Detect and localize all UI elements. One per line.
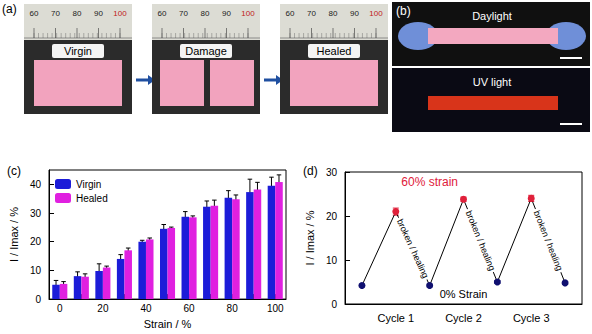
svg-text:(b): (b) (396, 4, 411, 18)
svg-text:60: 60 (158, 9, 167, 18)
svg-text:10: 10 (326, 255, 338, 266)
svg-text:20: 20 (326, 211, 338, 222)
svg-text:60% strain: 60% strain (401, 175, 458, 189)
svg-text:80: 80 (227, 303, 239, 314)
svg-text:I / Imax / %: I / Imax / % (304, 210, 316, 265)
svg-text:100: 100 (113, 9, 127, 18)
svg-text:broken / healing: broken / healing (464, 209, 497, 272)
svg-text:UV light: UV light (473, 76, 512, 88)
svg-text:Healed: Healed (317, 45, 352, 57)
svg-text:70: 70 (51, 9, 60, 18)
svg-text:90: 90 (94, 9, 103, 18)
svg-text:80: 80 (329, 9, 338, 18)
svg-text:60: 60 (286, 9, 295, 18)
svg-text:20: 20 (30, 236, 42, 247)
svg-text:(d): (d) (303, 164, 318, 178)
svg-text:(c): (c) (7, 164, 21, 178)
svg-text:Daylight: Daylight (472, 10, 512, 22)
svg-text:broken / healing: broken / healing (532, 209, 565, 272)
svg-text:10: 10 (30, 265, 42, 276)
svg-text:0: 0 (35, 294, 41, 305)
svg-text:40: 40 (30, 179, 42, 190)
svg-text:80: 80 (201, 9, 210, 18)
svg-text:60: 60 (30, 9, 39, 18)
svg-text:0: 0 (331, 299, 337, 310)
svg-text:0: 0 (57, 303, 63, 314)
svg-text:Healed: Healed (76, 193, 108, 204)
svg-text:Virgin: Virgin (76, 179, 101, 190)
svg-text:30: 30 (30, 208, 42, 219)
svg-text:Cycle 3: Cycle 3 (513, 312, 550, 324)
svg-text:Damage: Damage (185, 45, 227, 57)
svg-text:Cycle 2: Cycle 2 (445, 312, 482, 324)
svg-text:100: 100 (241, 9, 255, 18)
svg-text:60: 60 (183, 303, 195, 314)
svg-text:Strain / %: Strain / % (144, 318, 192, 330)
svg-text:broken / healing: broken / healing (395, 217, 431, 279)
svg-text:90: 90 (350, 9, 359, 18)
svg-text:90: 90 (222, 9, 231, 18)
svg-text:20: 20 (97, 303, 109, 314)
svg-text:(a): (a) (2, 2, 17, 16)
svg-text:100: 100 (369, 9, 383, 18)
svg-text:40: 40 (140, 303, 152, 314)
svg-text:0% Strain: 0% Strain (440, 288, 488, 300)
svg-text:80: 80 (73, 9, 82, 18)
svg-text:100: 100 (267, 303, 284, 314)
svg-text:70: 70 (307, 9, 316, 18)
svg-text:Cycle 1: Cycle 1 (377, 312, 414, 324)
svg-text:I / Imax / %: I / Imax / % (8, 207, 20, 262)
svg-text:70: 70 (179, 9, 188, 18)
svg-text:30: 30 (326, 167, 338, 178)
svg-text:Virgin: Virgin (64, 45, 92, 57)
